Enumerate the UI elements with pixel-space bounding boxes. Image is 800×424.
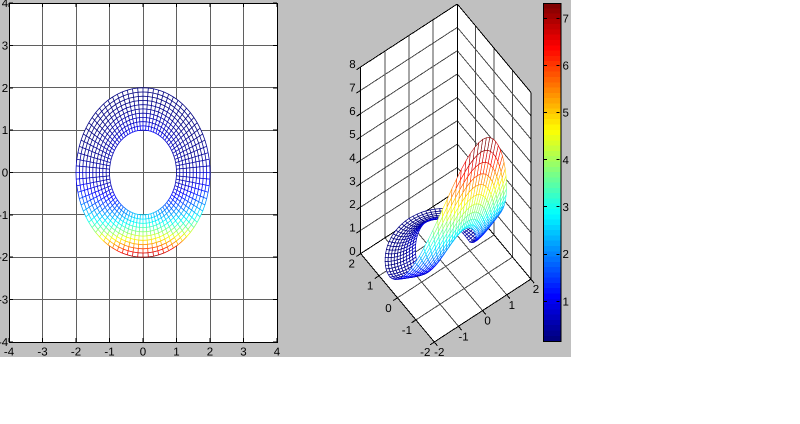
- svg-text:1: 1: [367, 281, 373, 293]
- svg-text:3: 3: [563, 202, 569, 214]
- svg-text:2: 2: [349, 199, 355, 211]
- svg-text:1: 1: [2, 125, 8, 137]
- svg-text:2: 2: [563, 249, 569, 261]
- svg-text:-2: -2: [0, 252, 8, 264]
- svg-text:-2: -2: [71, 347, 81, 359]
- svg-text:-2: -2: [434, 347, 444, 359]
- svg-text:0: 0: [385, 303, 391, 315]
- svg-text:7: 7: [349, 83, 355, 95]
- svg-text:1: 1: [173, 347, 179, 359]
- svg-text:4: 4: [563, 155, 570, 167]
- svg-text:1: 1: [509, 300, 515, 312]
- svg-text:3: 3: [240, 347, 246, 359]
- svg-text:-4: -4: [4, 347, 15, 359]
- svg-text:6: 6: [563, 61, 569, 73]
- svg-text:-1: -1: [104, 347, 114, 359]
- svg-text:-1: -1: [0, 210, 8, 222]
- svg-text:-1: -1: [402, 325, 412, 337]
- svg-text:4: 4: [349, 153, 356, 165]
- svg-text:3: 3: [349, 176, 355, 188]
- svg-text:0: 0: [2, 168, 8, 180]
- svg-text:4: 4: [2, 0, 9, 10]
- svg-text:4: 4: [274, 347, 281, 359]
- svg-text:-3: -3: [37, 347, 47, 359]
- svg-text:1: 1: [563, 296, 569, 308]
- svg-text:2: 2: [533, 284, 539, 296]
- svg-text:8: 8: [349, 59, 355, 71]
- svg-text:-1: -1: [458, 331, 468, 343]
- svg-text:-3: -3: [0, 295, 8, 307]
- svg-text:1: 1: [349, 223, 355, 235]
- svg-text:0: 0: [484, 316, 490, 328]
- svg-text:2: 2: [348, 259, 354, 271]
- svg-text:5: 5: [349, 129, 355, 141]
- svg-text:5: 5: [563, 108, 569, 120]
- svg-text:-4: -4: [0, 337, 9, 349]
- svg-text:7: 7: [563, 14, 569, 26]
- svg-text:2: 2: [207, 347, 213, 359]
- svg-text:3: 3: [2, 40, 8, 52]
- svg-text:6: 6: [349, 106, 355, 118]
- svg-text:-2: -2: [420, 347, 430, 359]
- svg-text:2: 2: [2, 83, 8, 95]
- svg-text:0: 0: [349, 246, 355, 258]
- svg-text:0: 0: [140, 347, 146, 359]
